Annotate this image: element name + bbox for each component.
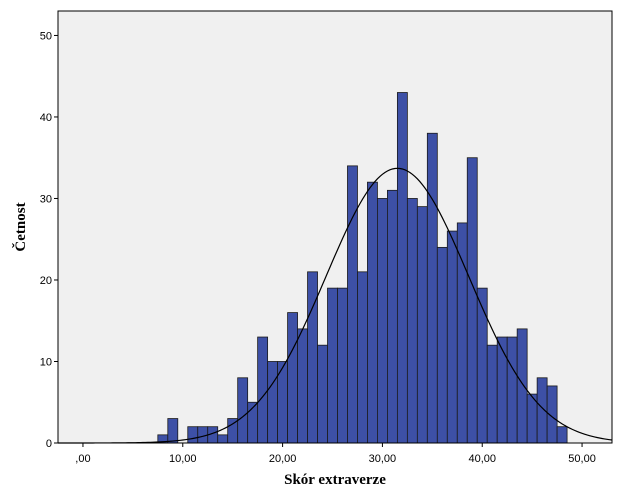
histogram-bar <box>367 181 378 444</box>
x-tick-label: ,00 <box>75 453 90 465</box>
y-axis: 0 10 20 30 40 50 <box>40 30 58 450</box>
histogram-bar <box>426 132 438 444</box>
histogram-bar <box>396 92 408 444</box>
plot-frame <box>57 10 613 444</box>
x-tick-label: 30,00 <box>369 453 397 465</box>
histogram-bar <box>347 165 358 444</box>
histogram-bar <box>357 271 368 444</box>
histogram-bar <box>436 246 448 444</box>
y-tick-label: 10 <box>40 356 52 368</box>
histogram-bar <box>496 336 508 444</box>
histogram-bar <box>556 426 568 444</box>
x-tick-label: 40,00 <box>468 453 496 465</box>
histogram-bar <box>466 157 478 444</box>
histogram-bar <box>536 377 548 444</box>
normal-curve <box>58 167 613 444</box>
histogram-bar <box>287 312 298 444</box>
histogram-bar <box>377 198 388 444</box>
x-axis-title: Skór extraverze <box>284 472 386 488</box>
y-axis-title: Četnost <box>12 202 29 251</box>
histogram-bar <box>456 222 468 444</box>
histogram-bar <box>307 271 318 444</box>
y-tick-label: 20 <box>40 275 52 287</box>
y-tick-label: 30 <box>40 193 52 205</box>
histogram-bar <box>167 418 179 444</box>
histogram-bar <box>187 426 199 444</box>
y-tick-label: 0 <box>46 438 52 450</box>
histogram-bar <box>327 287 338 444</box>
histogram-bar <box>217 434 229 444</box>
histogram-bar <box>337 287 348 444</box>
histogram-bar <box>317 344 328 444</box>
x-axis: ,00 10,00 20,00 30,00 40,00 50,00 <box>75 443 596 465</box>
histogram-bar <box>237 377 249 444</box>
x-tick-label: 20,00 <box>269 453 297 465</box>
y-tick-label: 40 <box>40 112 52 124</box>
histogram-bar <box>506 336 518 444</box>
x-tick-label: 50,00 <box>568 453 596 465</box>
histogram-bar <box>486 344 498 444</box>
histogram-bar <box>297 328 308 444</box>
histogram-bar <box>257 336 269 444</box>
histogram-bar <box>406 198 418 444</box>
histogram-bar <box>516 328 528 444</box>
histogram-bar <box>387 189 398 444</box>
histogram-bar <box>446 230 458 444</box>
histogram-bar <box>476 287 488 444</box>
x-tick-label: 10,00 <box>169 453 197 465</box>
histogram-bar <box>267 361 278 444</box>
y-tick-label: 50 <box>40 30 52 42</box>
histogram-bar <box>416 206 428 444</box>
